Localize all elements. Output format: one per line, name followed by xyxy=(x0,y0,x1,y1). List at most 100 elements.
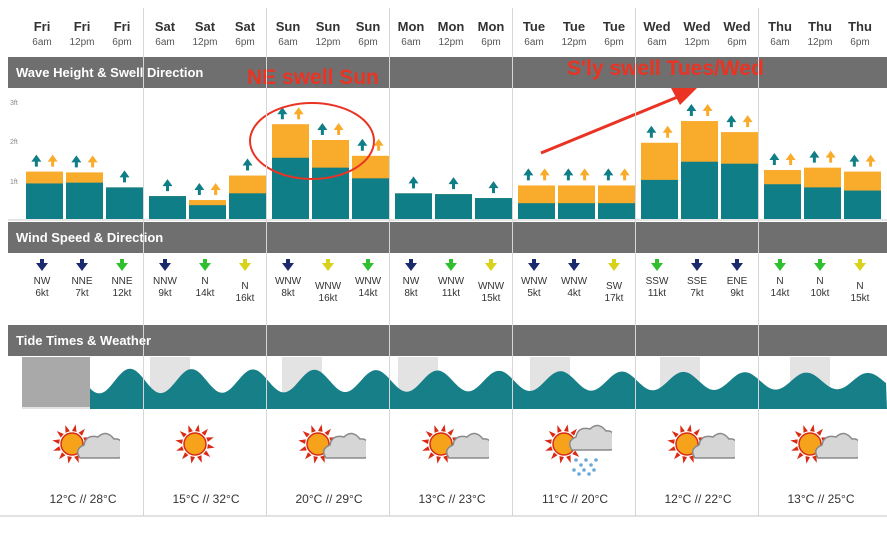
temperature-min: 12°C xyxy=(664,492,692,506)
wind-speed-label: 17kt xyxy=(604,293,624,304)
wave-section-title: Wave Height & Swell Direction xyxy=(16,65,204,80)
wind-arrow-icon xyxy=(198,258,212,272)
header-day-label: Thu xyxy=(848,19,872,34)
swell-direction-icon xyxy=(702,104,713,117)
day-divider xyxy=(635,8,636,516)
wind-arrow-icon xyxy=(853,258,867,272)
swell-direction-icon xyxy=(119,170,130,183)
wind-arrow-icon xyxy=(813,258,827,272)
wind-arrow-icon xyxy=(690,258,704,272)
wind-speed-label: 9kt xyxy=(730,288,744,299)
wind-direction-label: N xyxy=(776,276,784,287)
ne-swell-annotation: NE swell Sun xyxy=(247,66,379,89)
wave-bar-primary xyxy=(764,184,801,219)
swell-direction-icon xyxy=(785,153,796,166)
swell-direction-icon xyxy=(646,125,657,138)
header-day-label: Mon xyxy=(437,19,465,34)
wind-speed-label: 6kt xyxy=(35,288,49,299)
temperature-range: 13°C // 23°C xyxy=(391,492,513,506)
header-time-label: 12pm xyxy=(438,37,464,48)
wind-arrow-icon xyxy=(650,258,664,272)
swell-direction-icon xyxy=(71,155,82,168)
temperature-max: 22°C xyxy=(704,492,732,506)
wind-direction-label: ENE xyxy=(726,276,748,287)
wind-direction-label: NW xyxy=(33,276,51,287)
wind-direction-label: N xyxy=(816,276,824,287)
day-divider xyxy=(758,8,759,516)
tide-section-title: Tide Times & Weather xyxy=(16,333,152,348)
wind-direction-label: WNW xyxy=(477,281,505,292)
header-day-label: Thu xyxy=(768,19,792,34)
header-time-label: 6pm xyxy=(481,37,501,48)
sun-cloud-icon xyxy=(294,420,370,480)
header-day-label: Fri xyxy=(73,19,91,34)
wind-direction-label: WNW xyxy=(560,276,588,287)
temperature-max: 29°C xyxy=(335,492,363,506)
swell-direction-icon xyxy=(87,155,98,168)
header-time-label: 6pm xyxy=(235,37,255,48)
wind-speed-label: 15kt xyxy=(850,293,870,304)
swell-direction-icon xyxy=(523,168,534,181)
wind-arrow-icon xyxy=(404,258,418,272)
swell-direction-icon xyxy=(317,123,328,135)
wave-bar-primary xyxy=(189,205,226,219)
wave-bar-primary xyxy=(229,193,266,219)
swell-direction-icon xyxy=(849,154,860,167)
header-day-label: Wed xyxy=(643,19,671,34)
header-day-label: Wed xyxy=(723,19,751,34)
swell-direction-icon xyxy=(210,183,221,196)
wind-direction-label: NNW xyxy=(153,276,177,287)
header-time-label: 6am xyxy=(770,37,790,48)
header-day-label: Sat xyxy=(154,19,176,34)
wind-direction-label: NNE xyxy=(111,276,133,287)
temperature-max: 32°C xyxy=(212,492,240,506)
temperature-min: 11°C xyxy=(541,492,568,506)
wind-direction-label: WNW xyxy=(437,276,465,287)
wind-direction-label: N xyxy=(241,281,249,292)
wave-bar-primary xyxy=(106,187,143,219)
wave-bar-primary xyxy=(844,190,881,219)
wind-speed-label: 16kt xyxy=(235,293,255,304)
header-day-label: Fri xyxy=(33,19,51,34)
header-time-label: 6am xyxy=(647,37,667,48)
tide-chart xyxy=(22,357,887,409)
swell-direction-icon xyxy=(357,138,368,151)
temperature-separator: // xyxy=(817,492,825,506)
wind-section-header: Wind Speed & Direction xyxy=(8,222,887,253)
header-day-label: Thu xyxy=(808,19,832,34)
swell-direction-icon xyxy=(242,158,253,171)
wind-speed-label: 8kt xyxy=(281,288,295,299)
swell-direction-icon xyxy=(448,177,459,190)
wind-arrow-icon xyxy=(361,258,375,272)
swell-direction-icon xyxy=(686,104,697,117)
header-time-label: 12pm xyxy=(192,37,218,48)
wind-direction-label: N xyxy=(856,281,864,292)
wave-bar-primary xyxy=(721,163,758,219)
wind-arrow-icon xyxy=(158,258,172,272)
wave-bar-primary xyxy=(395,193,432,219)
swell-direction-icon xyxy=(194,183,205,196)
temperature-min: 20°C xyxy=(295,492,323,506)
tide-section-header: Tide Times & Weather xyxy=(8,325,887,356)
temperature-range: 13°C // 25°C xyxy=(760,492,882,506)
header-time-label: 6pm xyxy=(112,37,132,48)
swell-direction-icon xyxy=(162,179,173,192)
wind-speed-label: 14kt xyxy=(770,288,790,299)
swell-direction-icon xyxy=(373,138,384,151)
header-day-label: Wed xyxy=(683,19,711,34)
swell-direction-icon xyxy=(333,123,344,135)
temperature-range: 20°C // 29°C xyxy=(268,492,390,506)
header-time-label: 12pm xyxy=(69,37,95,48)
header-time-label: 12pm xyxy=(684,37,710,48)
wind-speed-label: 7kt xyxy=(690,288,704,299)
swell-direction-icon xyxy=(619,168,630,181)
wind-arrow-icon xyxy=(321,258,335,272)
header-time-label: 6pm xyxy=(358,37,378,48)
wind-arrow-icon xyxy=(567,258,581,272)
sun-cloud-icon xyxy=(786,420,862,480)
temperature-range: 11°C // 20°C xyxy=(514,492,636,506)
panel-bottom-edge xyxy=(0,515,887,517)
wind-arrow-icon xyxy=(75,258,89,272)
header-time-label: 12pm xyxy=(315,37,341,48)
